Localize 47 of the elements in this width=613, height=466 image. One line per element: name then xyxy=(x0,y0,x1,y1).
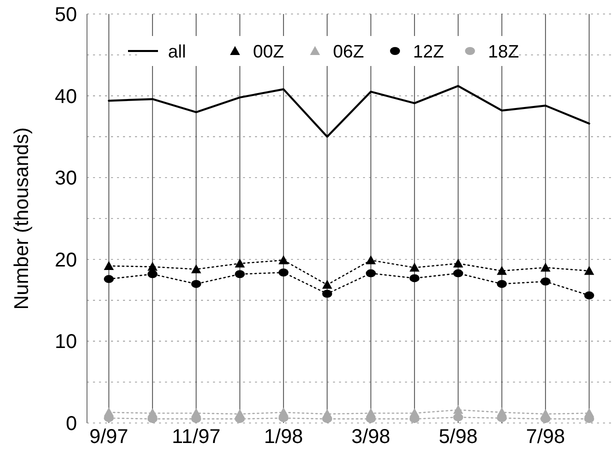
point xyxy=(584,266,594,275)
x-tick-label: 1/98 xyxy=(264,426,303,448)
point xyxy=(584,291,594,300)
point xyxy=(453,413,464,422)
point xyxy=(322,414,332,423)
point xyxy=(148,270,158,278)
x-tick-label: 7/98 xyxy=(526,426,565,448)
point xyxy=(148,262,158,271)
y-tick-label: 0 xyxy=(66,413,77,435)
point xyxy=(234,414,245,423)
y-tick-label: 20 xyxy=(54,249,77,272)
x-tick-label: 11/97 xyxy=(172,426,220,448)
point xyxy=(496,266,507,275)
point xyxy=(104,275,114,284)
point xyxy=(540,277,550,286)
point xyxy=(453,404,464,414)
point xyxy=(322,290,332,298)
point xyxy=(410,274,420,282)
point xyxy=(453,258,464,268)
point xyxy=(322,280,332,289)
point xyxy=(104,260,114,270)
x-tick-label: 5/98 xyxy=(438,426,478,448)
legend-label: 12Z xyxy=(413,41,444,62)
legend-label: all xyxy=(168,41,186,62)
y-tick-label: 50 xyxy=(54,4,77,26)
y-tick-label: 10 xyxy=(54,331,77,354)
point xyxy=(234,258,245,268)
point xyxy=(191,280,202,288)
point xyxy=(278,268,288,276)
line-series xyxy=(108,84,590,138)
y-tick-label: 40 xyxy=(54,86,77,108)
point xyxy=(366,255,376,264)
point xyxy=(453,269,464,278)
legend-label: 06Z xyxy=(333,41,364,62)
y-tick-label: 30 xyxy=(54,168,77,190)
point xyxy=(234,270,245,278)
point xyxy=(191,264,202,274)
legend-label: 00Z xyxy=(253,41,284,62)
point xyxy=(278,255,288,264)
x-tick-label: 9/97 xyxy=(89,426,128,448)
point xyxy=(410,262,420,272)
point xyxy=(496,280,507,288)
x-tick-label: 3/98 xyxy=(351,426,390,448)
point xyxy=(540,262,550,272)
y-axis-title: Number (thousands) xyxy=(11,127,33,310)
point xyxy=(366,269,376,278)
legend-label: 18Z xyxy=(488,41,520,62)
